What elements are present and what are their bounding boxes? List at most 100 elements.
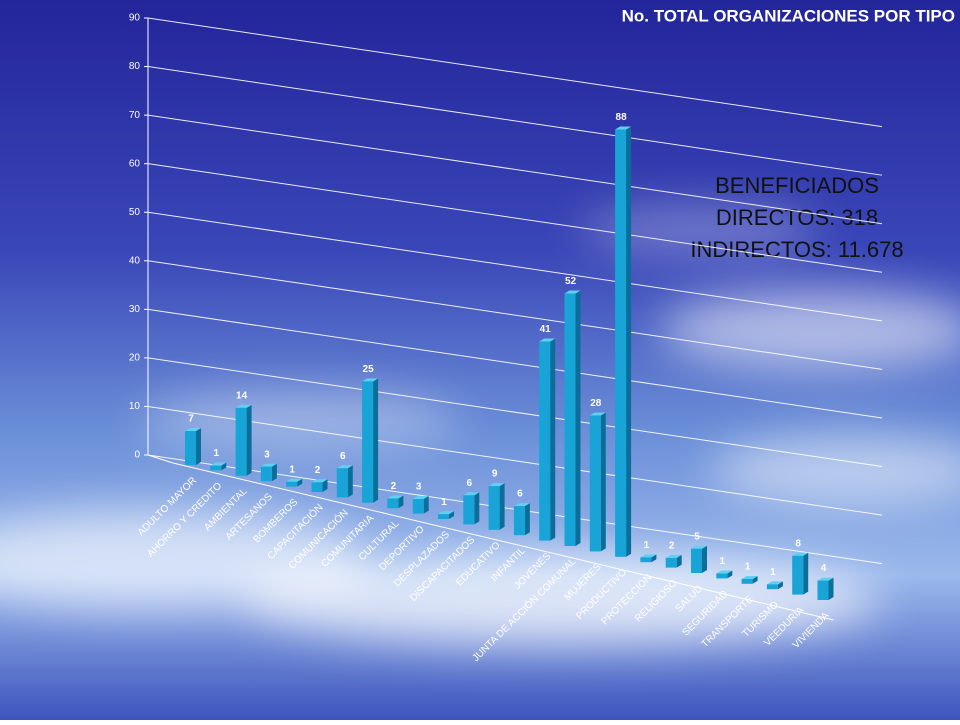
floor-edge — [172, 462, 834, 621]
bar-side — [575, 290, 581, 546]
bar-top — [260, 463, 277, 467]
annotation-line: DIRECTOS: 318 — [716, 205, 878, 230]
bar — [640, 557, 652, 563]
bar-side — [676, 554, 682, 568]
bar-top — [438, 511, 454, 515]
bar — [235, 407, 247, 476]
bar-side — [196, 428, 201, 465]
value-label: 1 — [745, 562, 751, 573]
annotation-line: INDIRECTOS: 11.678 — [690, 237, 903, 262]
bar — [766, 584, 778, 590]
bar-side — [499, 483, 505, 530]
annotation: BENEFICIADOS DIRECTOS: 318 INDIRECTOS: 1… — [690, 173, 903, 262]
value-label: 1 — [289, 464, 295, 475]
bar-top — [210, 462, 227, 466]
bar-top — [741, 575, 758, 579]
bar — [564, 293, 576, 546]
bar — [792, 555, 804, 595]
bar-top — [564, 290, 581, 294]
bar-top — [665, 554, 682, 558]
grid-line — [147, 66, 883, 176]
bar-side — [524, 503, 530, 536]
y-tick-label: 10 — [129, 401, 141, 412]
value-label: 3 — [264, 449, 270, 460]
bar-top — [792, 552, 809, 556]
bar-side — [727, 570, 733, 579]
grid-line — [147, 17, 883, 128]
value-label: 52 — [565, 276, 577, 287]
bar-side — [803, 552, 809, 595]
value-label: 1 — [720, 556, 726, 567]
bar-top — [817, 577, 834, 581]
bar-top — [513, 503, 530, 507]
value-label: 2 — [669, 541, 675, 552]
bar-side — [297, 478, 303, 487]
bar-side — [702, 545, 707, 573]
value-label: 5 — [694, 531, 700, 542]
chart-title: No. TOTAL ORGANIZACIONES POR TIPO — [622, 6, 955, 25]
bar — [387, 498, 399, 509]
y-tick-label: 50 — [129, 207, 141, 218]
bar — [286, 481, 298, 487]
value-label: 9 — [492, 469, 498, 480]
bar — [260, 466, 272, 482]
grid-line — [147, 211, 883, 322]
bar-top — [336, 465, 353, 469]
bar — [513, 506, 525, 536]
value-label: 6 — [340, 451, 346, 462]
bar — [438, 514, 449, 519]
bar-top — [387, 495, 404, 499]
bar-top — [716, 570, 733, 574]
bar-side — [600, 412, 606, 552]
bar-side — [398, 495, 404, 509]
value-label: 88 — [616, 112, 628, 123]
bar-top — [691, 545, 707, 549]
bar-side — [651, 554, 657, 563]
bar — [817, 580, 829, 600]
bar — [362, 381, 374, 503]
bar-top — [185, 428, 201, 432]
bar-side — [777, 581, 783, 590]
clouds — [0, 205, 960, 645]
bar-top — [412, 496, 429, 500]
bar-side — [322, 479, 328, 492]
value-label: 1 — [214, 448, 220, 459]
bar-side — [474, 492, 480, 525]
bar — [691, 548, 702, 573]
bar — [185, 431, 196, 465]
bar — [741, 578, 753, 584]
value-label: 7 — [188, 414, 194, 425]
value-label: 1 — [441, 497, 447, 508]
bar — [589, 415, 601, 552]
bar-side — [347, 465, 353, 498]
y-tick-label: 40 — [129, 255, 141, 266]
bar — [716, 573, 728, 579]
y-tick-label: 30 — [129, 304, 141, 315]
bar-side — [373, 378, 379, 503]
grid-line — [147, 405, 883, 516]
bar — [488, 486, 500, 530]
bar-side — [246, 404, 252, 476]
bar-top — [286, 478, 303, 482]
bar — [336, 468, 348, 498]
value-label: 3 — [416, 482, 422, 493]
bar-top — [539, 338, 556, 342]
y-tick-label: 90 — [129, 13, 141, 24]
bar-top — [311, 479, 328, 483]
floor-edge — [147, 454, 174, 464]
bar — [311, 482, 323, 492]
bar-side — [449, 511, 454, 519]
value-label: 4 — [821, 563, 827, 574]
bar — [665, 557, 677, 568]
bar-side — [550, 338, 556, 541]
grid-line — [147, 357, 883, 468]
bar-top — [235, 404, 252, 408]
grid-line — [147, 308, 883, 419]
grid-line — [147, 260, 883, 370]
value-label: 25 — [363, 364, 375, 375]
value-label: 6 — [467, 478, 473, 489]
bar-top — [488, 483, 505, 487]
bar — [412, 499, 424, 514]
bar-top — [589, 412, 606, 416]
